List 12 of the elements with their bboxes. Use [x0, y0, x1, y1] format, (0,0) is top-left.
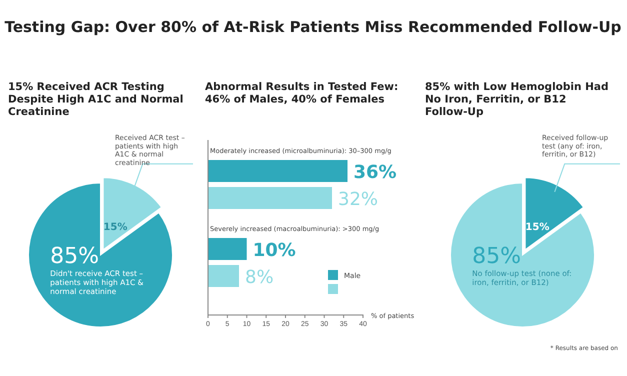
chart-title: Abnormal Results in Tested Few: 46% of Males, 40% of Females — [205, 81, 398, 106]
chart-title: 15% Received ACR Testing Despite High A1C and Normal Creatinine — [8, 81, 184, 118]
data-label: 10% — [252, 240, 296, 261]
chart-title: 85% with Low Hemoglobin Had No Iron, Ferritin, or B12 Follow-Up — [425, 81, 609, 118]
data-label: 85% — [50, 244, 100, 269]
data-label: 36% — [354, 162, 397, 183]
data-label: 8% — [245, 267, 274, 288]
data-label: 32% — [338, 189, 378, 210]
data-label: 85% — [472, 244, 522, 269]
text: Testing Gap: Over 80% of At-Risk Patients Miss Recommended Follow-Up — [4, 18, 622, 36]
data-label: 15% — [103, 222, 128, 233]
data-label: 15% — [525, 222, 550, 233]
